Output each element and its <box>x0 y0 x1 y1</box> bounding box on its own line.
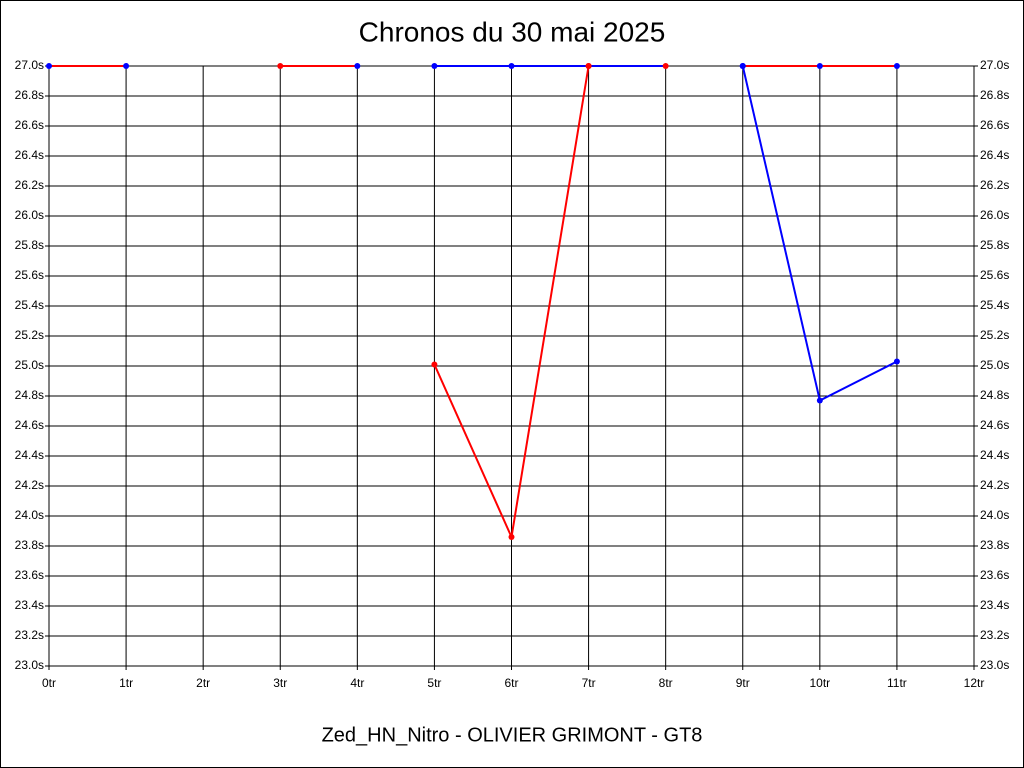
chart-subtitle: Zed_HN_Nitro - OLIVIER GRIMONT - GT8 <box>322 724 703 746</box>
y2-tick-label: 27.0s <box>980 58 1009 72</box>
data-point <box>662 63 669 69</box>
y2-tick-label: 25.2s <box>980 328 1009 342</box>
y2-tick-label: 24.4s <box>980 448 1009 462</box>
y-tick-label: 23.8s <box>15 538 44 552</box>
y2-tick-label: 25.4s <box>980 298 1009 312</box>
y-tick-label: 23.0s <box>15 658 44 672</box>
data-point <box>816 63 823 69</box>
y2-tick-label: 24.8s <box>980 388 1009 402</box>
x-tick-label: 12tr <box>964 676 985 690</box>
y-tick-label: 25.0s <box>15 358 44 372</box>
y2-tick-label: 26.6s <box>980 118 1009 132</box>
data-point <box>123 63 130 69</box>
y2-tick-label: 24.6s <box>980 418 1009 432</box>
y2-tick-label: 23.4s <box>980 598 1009 612</box>
y-tick-label: 23.4s <box>15 598 44 612</box>
x-tick-label: 1tr <box>119 676 133 690</box>
data-point <box>739 63 746 69</box>
x-tick-label: 6tr <box>504 676 518 690</box>
x-tick-label: 9tr <box>736 676 750 690</box>
y-tick-label: 24.8s <box>15 388 44 402</box>
y-tick-label: 25.8s <box>15 238 44 252</box>
x-tick-label: 11tr <box>887 676 907 690</box>
y-tick-label: 26.0s <box>15 208 44 222</box>
data-point <box>46 63 52 69</box>
y2-tick-label: 23.6s <box>980 568 1009 582</box>
y-tick-label: 26.2s <box>15 178 44 192</box>
y2-tick-label: 23.0s <box>980 658 1009 672</box>
y-tick-label: 25.2s <box>15 328 44 342</box>
y-tick-label: 26.4s <box>15 148 44 162</box>
y-tick-label: 23.2s <box>15 628 44 642</box>
data-point <box>354 63 361 69</box>
y2-tick-label: 26.8s <box>980 88 1009 102</box>
data-point <box>431 361 438 368</box>
y2-tick-label: 25.8s <box>980 238 1009 252</box>
y-tick-label: 25.6s <box>15 268 44 282</box>
data-point <box>893 63 900 69</box>
y2-tick-label: 25.0s <box>980 358 1009 372</box>
y2-tick-label: 24.2s <box>980 478 1009 492</box>
y2-tick-label: 25.6s <box>980 268 1009 282</box>
y-tick-label: 23.6s <box>15 568 44 582</box>
y-tick-label: 25.4s <box>15 298 44 312</box>
x-tick-label: 5tr <box>427 676 441 690</box>
y2-tick-label: 23.8s <box>980 538 1009 552</box>
x-tick-label: 10tr <box>809 676 830 690</box>
x-tick-label: 2tr <box>196 676 210 690</box>
y-tick-label: 24.2s <box>15 478 44 492</box>
data-point <box>508 63 515 69</box>
y2-tick-label: 26.4s <box>980 148 1009 162</box>
y-tick-label: 24.6s <box>15 418 44 432</box>
x-tick-label: 3tr <box>273 676 287 690</box>
y2-tick-label: 26.0s <box>980 208 1009 222</box>
y-tick-label: 24.0s <box>15 508 44 522</box>
y-tick-label: 26.8s <box>15 88 44 102</box>
data-point <box>585 63 592 69</box>
data-point <box>816 397 823 404</box>
y2-tick-label: 23.2s <box>980 628 1009 642</box>
x-tick-label: 7tr <box>582 676 596 690</box>
data-point <box>893 358 900 365</box>
x-tick-label: 4tr <box>350 676 364 690</box>
data-point <box>508 534 515 540</box>
y-tick-label: 27.0s <box>15 58 44 72</box>
x-tick-label: 0tr <box>42 676 56 690</box>
data-point <box>431 63 438 69</box>
y-tick-label: 24.4s <box>15 448 44 462</box>
y2-tick-label: 24.0s <box>980 508 1009 522</box>
data-point <box>277 63 284 69</box>
y-tick-label: 26.6s <box>15 118 44 132</box>
x-tick-label: 8tr <box>659 676 673 690</box>
chart-title: Chronos du 30 mai 2025 <box>359 16 666 47</box>
y2-tick-label: 26.2s <box>980 178 1009 192</box>
